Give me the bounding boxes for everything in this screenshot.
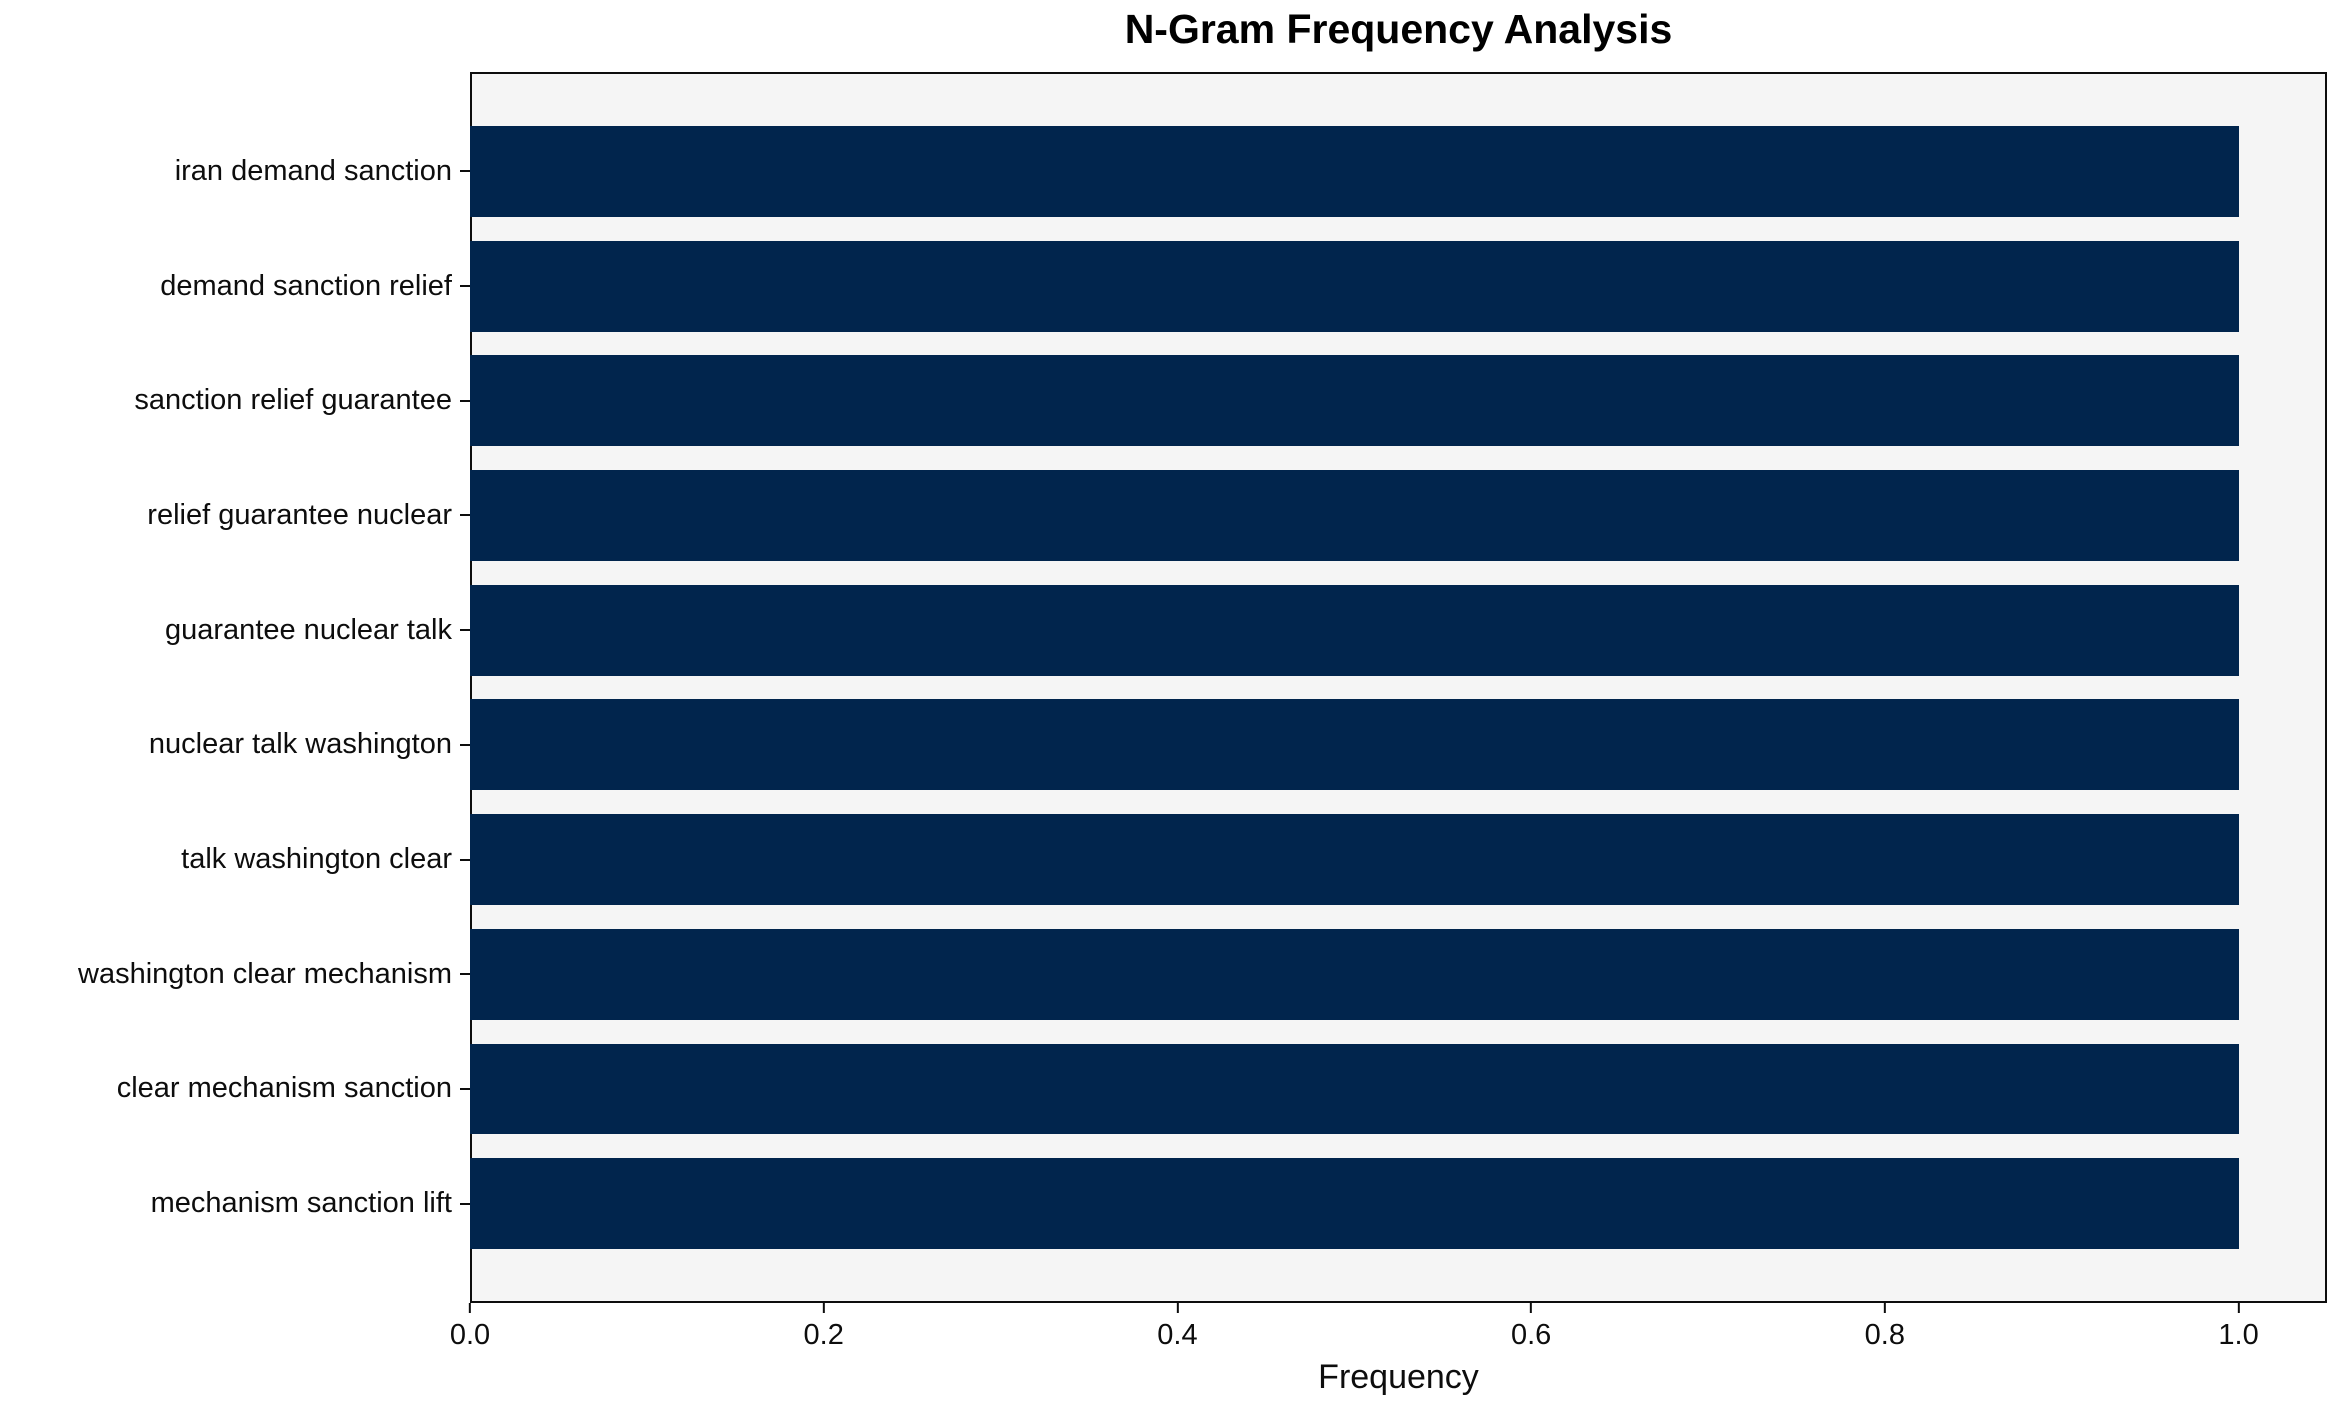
bar-cell (470, 458, 2327, 573)
y-tick-label: clear mechanism sanction (116, 1072, 452, 1105)
y-tick-mark (460, 629, 470, 632)
x-tick: 0.0 (450, 1303, 490, 1352)
y-tick-mark (460, 743, 470, 746)
y-tick-mark (460, 399, 470, 402)
y-axis-category: relief guarantee nuclear (0, 458, 470, 573)
y-tick-mark (460, 514, 470, 517)
bar-row: guarantee nuclear talk (0, 573, 2327, 688)
bar-cell (470, 229, 2327, 344)
x-tick: 1.0 (2218, 1303, 2259, 1352)
y-axis-category: sanction relief guarantee (0, 343, 470, 458)
x-tick-mark (468, 1303, 471, 1313)
x-tick-mark (1883, 1303, 1886, 1313)
x-tick-mark (2237, 1303, 2240, 1313)
bar (470, 1043, 2239, 1135)
y-axis-category: iran demand sanction (0, 114, 470, 229)
y-tick-label: demand sanction relief (160, 269, 452, 302)
bar-row: nuclear talk washington (0, 688, 2327, 803)
bar-cell (470, 1032, 2327, 1147)
bar (470, 814, 2239, 906)
y-tick-label: relief guarantee nuclear (147, 498, 452, 531)
bar (470, 699, 2239, 791)
y-tick-mark (460, 1202, 470, 1205)
bar (470, 1158, 2239, 1250)
y-tick-mark (460, 285, 470, 288)
y-tick-mark (460, 170, 470, 173)
x-tick-mark (1530, 1303, 1533, 1313)
bar-row: demand sanction relief (0, 229, 2327, 344)
bar-row: sanction relief guarantee (0, 343, 2327, 458)
x-tick: 0.8 (1865, 1303, 1905, 1352)
y-tick-label: mechanism sanction lift (150, 1187, 452, 1220)
x-tick-label: 0.8 (1864, 1319, 1906, 1351)
x-tick-label: 0.0 (449, 1319, 491, 1351)
bar-row: iran demand sanction (0, 114, 2327, 229)
y-axis-category: talk washington clear (0, 802, 470, 917)
x-tick-label: 0.4 (1157, 1319, 1198, 1351)
x-tick-mark (822, 1303, 825, 1313)
bar (470, 355, 2239, 447)
x-axis: 0.0 0.2 0.4 0.6 0.8 1.0 (450, 1303, 2327, 1413)
y-tick-label: nuclear talk washington (148, 728, 452, 761)
x-tick: 0.6 (1511, 1303, 1551, 1352)
y-axis-category: washington clear mechanism (0, 917, 470, 1032)
y-tick-label: guarantee nuclear talk (165, 613, 452, 646)
y-axis-category: mechanism sanction lift (0, 1146, 470, 1261)
y-axis-category: demand sanction relief (0, 229, 470, 344)
bar-cell (470, 1146, 2327, 1261)
bar-rows: iran demand sanction demand sanction rel… (0, 72, 2327, 1303)
bar (470, 240, 2239, 332)
y-tick-label: washington clear mechanism (78, 957, 452, 990)
bar-cell (470, 917, 2327, 1032)
x-axis-title: Frequency (1318, 1358, 1479, 1396)
bar-cell (470, 573, 2327, 688)
x-tick-label: 0.6 (1510, 1319, 1552, 1351)
bar-row: talk washington clear (0, 802, 2327, 917)
x-tick: 0.2 (804, 1303, 844, 1352)
bar-row: mechanism sanction lift (0, 1146, 2327, 1261)
y-tick-label: sanction relief guarantee (134, 384, 452, 417)
bar-cell (470, 343, 2327, 458)
y-axis-category: clear mechanism sanction (0, 1032, 470, 1147)
bar (470, 469, 2239, 561)
bar-row: washington clear mechanism (0, 917, 2327, 1032)
y-axis-category: guarantee nuclear talk (0, 573, 470, 688)
bar (470, 125, 2239, 217)
y-tick-label: iran demand sanction (174, 154, 452, 187)
x-tick-label: 1.0 (2218, 1319, 2259, 1351)
bar-cell (470, 688, 2327, 803)
y-tick-mark (460, 973, 470, 976)
y-tick-mark (460, 858, 470, 861)
y-tick-label: talk washington clear (181, 843, 452, 876)
y-tick-mark (460, 1087, 470, 1090)
bar (470, 928, 2239, 1020)
bar-cell (470, 802, 2327, 917)
bar (470, 584, 2239, 676)
bar-row: relief guarantee nuclear (0, 458, 2327, 573)
chart-title: N-Gram Frequency Analysis (1124, 6, 1673, 52)
x-tick-label: 0.2 (803, 1319, 844, 1351)
x-tick: 0.4 (1157, 1303, 1198, 1352)
bar-row: clear mechanism sanction (0, 1032, 2327, 1147)
y-axis-category: nuclear talk washington (0, 688, 470, 803)
bar-cell (470, 114, 2327, 229)
x-tick-mark (1176, 1303, 1179, 1313)
